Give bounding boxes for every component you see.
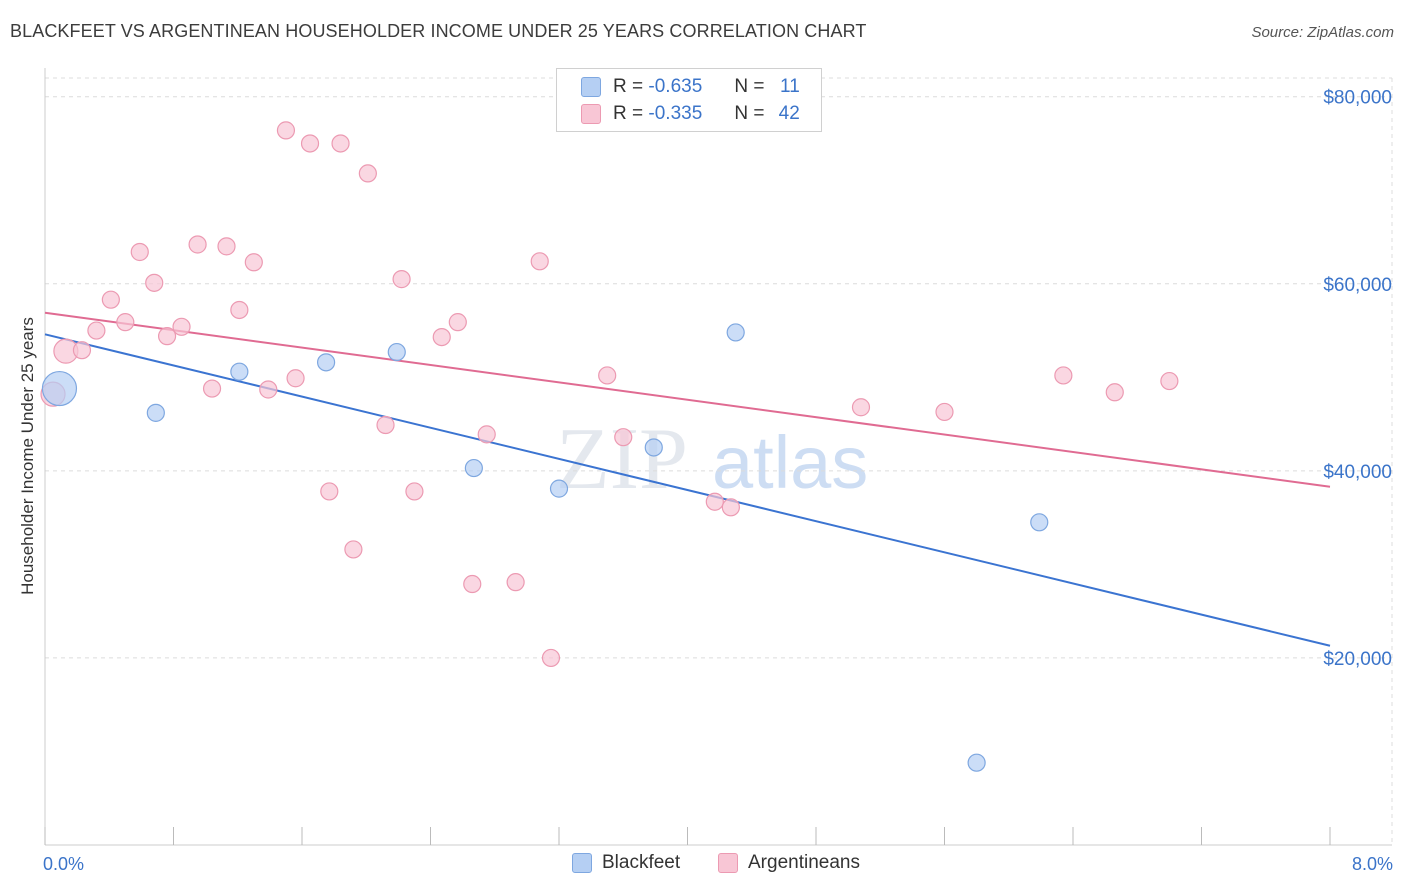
blackfeet-point (967, 753, 986, 772)
argentinean-point (331, 134, 350, 153)
argentinean-point (300, 134, 320, 153)
legend-swatch-argentineans (581, 104, 601, 124)
y-axis-label: Householder Income Under 25 years (18, 317, 37, 595)
x-tick-labels: 0.0% 8.0% (43, 854, 1393, 874)
argentinean-point (1160, 371, 1179, 391)
legend-row-argentineans: R = -0.335 N = 42 (581, 102, 800, 126)
y-tick-labels: $20,000 $40,000 $60,000 $80,000 (1323, 88, 1392, 670)
argentinean-point (188, 235, 207, 254)
argentinean-point (130, 242, 149, 262)
blackfeet-point (1030, 513, 1049, 532)
data-points (40, 121, 1179, 772)
argentinean-point (172, 317, 191, 336)
argentinean-point (116, 313, 135, 332)
argentinean-point (87, 321, 106, 340)
legend-n-label: N = (734, 103, 765, 124)
argentinean-point (1105, 383, 1124, 402)
argentinean-point (463, 574, 482, 594)
argentinean-point (344, 540, 363, 559)
trend-line-argentineans (44, 311, 1331, 488)
argentinean-point (432, 327, 451, 347)
argentinean-point (598, 366, 617, 385)
blackfeet-point (464, 458, 483, 478)
y-tick-label: $20,000 (1323, 649, 1392, 670)
series-legend-argentineans: Argentineans (718, 852, 860, 874)
blackfeet-point (726, 323, 745, 342)
legend-r-label: R = (613, 103, 644, 124)
blackfeet-point (644, 438, 663, 457)
argentinean-point (448, 313, 467, 332)
legend-n-label: N = (734, 76, 765, 97)
argentinean-point (405, 482, 424, 501)
argentinean-point (145, 273, 164, 292)
y-tick-label: $60,000 (1323, 275, 1392, 296)
argentinean-point (614, 428, 633, 447)
blackfeet-point (387, 342, 406, 362)
chart-title: BLACKFEET VS ARGENTINEAN HOUSEHOLDER INC… (10, 21, 867, 41)
blackfeet-point (316, 353, 336, 372)
x-tick-label: 0.0% (43, 854, 84, 874)
argentinean-point (72, 341, 92, 360)
argentinean-point (541, 648, 561, 668)
argentinean-point (157, 327, 177, 346)
series-label-argentineans: Argentineans (748, 852, 860, 873)
argentinean-point (244, 253, 263, 272)
argentinean-point (202, 379, 222, 398)
legend-swatch-blackfeet (581, 77, 601, 97)
y-tick-label: $80,000 (1323, 88, 1392, 109)
argentinean-point (392, 270, 411, 289)
series-swatch-argentineans (718, 853, 738, 873)
correlation-legend: R = -0.635 N = 11 R = -0.335 N = 42 (556, 68, 822, 132)
y-tick-label: $40,000 (1323, 462, 1392, 483)
series-label-blackfeet: Blackfeet (602, 852, 681, 873)
x-tick-label: 8.0% (1352, 854, 1393, 874)
argentinean-point (506, 573, 525, 592)
series-swatch-blackfeet (572, 853, 592, 873)
argentinean-point (286, 369, 305, 388)
argentinean-point (851, 398, 871, 417)
legend-r-label: R = (613, 76, 644, 97)
argentinean-point (230, 300, 249, 320)
legend-n-value: 11 (780, 76, 800, 97)
argentinean-point (276, 121, 296, 140)
argentinean-point (101, 290, 120, 309)
legend-n-value: 42 (778, 103, 800, 124)
watermark-zip: ZIP (556, 411, 688, 508)
series-legend: Blackfeet Argentineans (0, 852, 1406, 878)
axes (44, 68, 1392, 846)
blackfeet-point (230, 362, 249, 381)
argentinean-point (530, 252, 549, 271)
argentinean-point (705, 492, 724, 511)
legend-r-value: -0.335 (648, 103, 703, 124)
argentinean-point (1054, 366, 1073, 385)
trend-lines (44, 311, 1331, 647)
blackfeet-point (549, 479, 569, 498)
argentinean-point (259, 380, 278, 399)
source-label: Source: ZipAtlas.com (1251, 24, 1394, 41)
blackfeet-point (41, 370, 78, 407)
watermark: ZIP atlas (556, 411, 868, 508)
argentinean-point (935, 402, 954, 422)
argentinean-point (721, 498, 740, 517)
argentinean-point (376, 415, 395, 435)
argentinean-point (217, 237, 236, 256)
argentinean-point (477, 425, 496, 444)
trend-line-blackfeet (44, 333, 1331, 647)
blackfeet-point (146, 403, 165, 422)
legend-r-value: -0.635 (648, 76, 703, 97)
argentinean-point (320, 482, 339, 501)
legend-row-blackfeet: R = -0.635 N = 11 (581, 75, 800, 99)
series-legend-blackfeet: Blackfeet (572, 852, 680, 874)
argentinean-point (358, 164, 377, 183)
watermark-atlas: atlas (712, 421, 868, 504)
